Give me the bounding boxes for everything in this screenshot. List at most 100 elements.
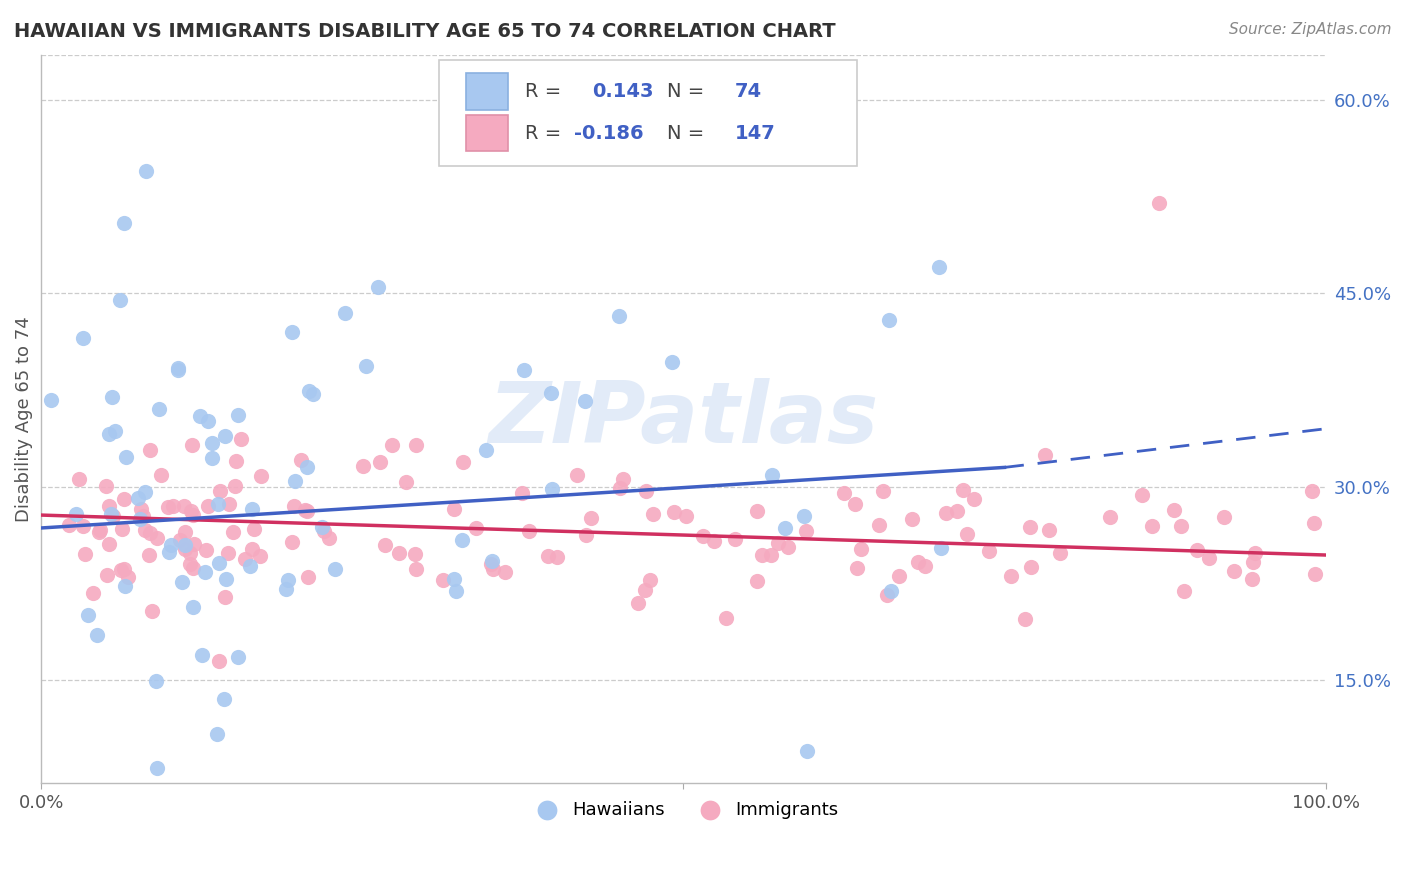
- Point: [1223, 564, 1246, 578]
- Point: [166, 363, 188, 377]
- Point: [1303, 516, 1326, 531]
- Point: [443, 501, 465, 516]
- Point: [1147, 196, 1170, 211]
- Point: [104, 425, 127, 439]
- Point: [451, 455, 474, 469]
- Point: [97, 426, 120, 441]
- Point: [1213, 510, 1236, 524]
- Point: [952, 483, 974, 497]
- Text: N =: N =: [666, 82, 710, 101]
- Point: [295, 459, 318, 474]
- Point: [766, 536, 789, 550]
- Point: [112, 216, 135, 230]
- Point: [1241, 555, 1264, 569]
- Point: [675, 509, 697, 524]
- Point: [312, 524, 335, 539]
- Point: [907, 555, 929, 569]
- Point: [98, 499, 121, 513]
- Point: [405, 561, 427, 575]
- Point: [197, 414, 219, 428]
- Point: [229, 432, 252, 446]
- Point: [225, 454, 247, 468]
- Point: [929, 541, 952, 556]
- Point: [1170, 519, 1192, 533]
- Point: [1198, 551, 1220, 566]
- Point: [162, 499, 184, 513]
- Point: [100, 391, 122, 405]
- Text: R =: R =: [526, 123, 568, 143]
- Point: [405, 438, 427, 452]
- Point: [67, 472, 90, 486]
- Point: [89, 523, 111, 537]
- Point: [481, 557, 503, 571]
- Point: [302, 387, 325, 401]
- Point: [250, 468, 273, 483]
- Text: Source: ZipAtlas.com: Source: ZipAtlas.com: [1229, 22, 1392, 37]
- Point: [444, 583, 467, 598]
- Point: [1132, 488, 1154, 502]
- Point: [796, 744, 818, 758]
- Text: 74: 74: [735, 82, 762, 101]
- Point: [284, 475, 307, 489]
- Point: [174, 524, 197, 539]
- Legend: Hawaiians, Immigrants: Hawaiians, Immigrants: [522, 794, 845, 826]
- Point: [627, 596, 650, 610]
- Point: [297, 570, 319, 584]
- Point: [283, 499, 305, 513]
- Point: [956, 527, 979, 541]
- Point: [1243, 546, 1265, 560]
- Point: [519, 524, 541, 539]
- Point: [89, 524, 111, 539]
- Point: [914, 558, 936, 573]
- Point: [139, 443, 162, 458]
- Point: [222, 525, 245, 540]
- Point: [475, 443, 498, 458]
- Point: [692, 529, 714, 543]
- Point: [745, 504, 768, 518]
- Point: [294, 503, 316, 517]
- Point: [240, 542, 263, 557]
- Point: [540, 386, 562, 401]
- Point: [65, 507, 87, 521]
- FancyBboxPatch shape: [467, 115, 508, 152]
- Point: [72, 519, 94, 533]
- Point: [100, 507, 122, 521]
- Point: [181, 561, 204, 575]
- Point: [567, 468, 589, 483]
- Point: [108, 293, 131, 307]
- Point: [889, 568, 911, 582]
- Point: [1049, 546, 1071, 560]
- Point: [298, 384, 321, 399]
- Point: [537, 549, 560, 563]
- Point: [432, 573, 454, 587]
- Point: [451, 533, 474, 547]
- Point: [240, 501, 263, 516]
- Point: [214, 590, 236, 604]
- Point: [41, 393, 63, 408]
- Point: [745, 574, 768, 588]
- Point: [194, 565, 217, 579]
- Y-axis label: Disability Age 65 to 74: Disability Age 65 to 74: [15, 317, 32, 522]
- Point: [197, 499, 219, 513]
- Point: [181, 599, 204, 614]
- Point: [759, 548, 782, 562]
- Point: [75, 547, 97, 561]
- Point: [714, 611, 737, 625]
- Point: [215, 572, 238, 586]
- Point: [249, 549, 271, 564]
- Point: [205, 727, 228, 741]
- Point: [761, 467, 783, 482]
- Point: [146, 761, 169, 775]
- Point: [794, 524, 817, 538]
- Point: [1163, 503, 1185, 517]
- Point: [179, 546, 201, 560]
- Point: [173, 499, 195, 513]
- Point: [58, 518, 80, 533]
- Point: [173, 542, 195, 557]
- Point: [368, 455, 391, 469]
- Point: [208, 556, 231, 570]
- Point: [110, 563, 132, 577]
- Point: [1035, 448, 1057, 462]
- Point: [274, 582, 297, 596]
- Point: [218, 497, 240, 511]
